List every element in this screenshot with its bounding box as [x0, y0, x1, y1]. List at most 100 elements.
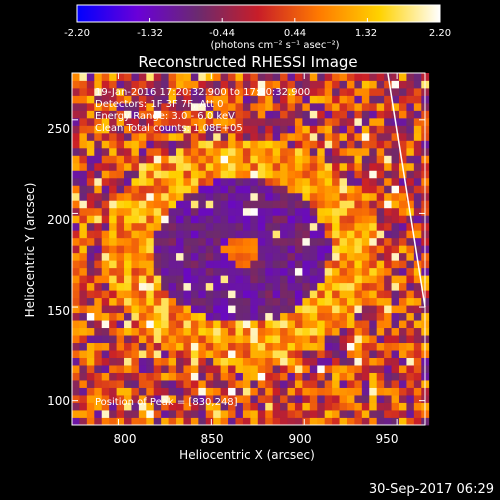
image-pixel	[220, 230, 229, 239]
image-pixel	[294, 170, 303, 179]
image-pixel	[198, 342, 207, 351]
image-pixel	[384, 215, 392, 224]
image-pixel	[72, 170, 80, 179]
image-pixel	[153, 207, 162, 216]
image-pixel	[272, 245, 281, 254]
image-pixel	[242, 192, 251, 201]
image-pixel	[369, 267, 378, 276]
image-pixel	[398, 275, 407, 284]
image-pixel	[250, 275, 259, 284]
image-pixel	[354, 365, 363, 373]
image-pixel	[124, 125, 132, 134]
image-pixel	[109, 320, 117, 329]
image-pixel	[213, 87, 222, 96]
image-pixel	[324, 410, 333, 418]
image-pixel	[220, 95, 229, 104]
image-pixel	[235, 327, 244, 336]
image-pixel	[138, 402, 147, 411]
image-pixel	[138, 132, 147, 141]
image-pixel	[346, 177, 355, 186]
image-pixel	[391, 252, 400, 261]
image-pixel	[324, 162, 333, 171]
image-pixel	[79, 327, 88, 336]
image-pixel	[294, 73, 303, 81]
image-pixel	[398, 260, 407, 269]
image-pixel	[94, 132, 103, 141]
image-pixel	[257, 312, 266, 321]
image-pixel	[257, 132, 266, 141]
image-pixel	[280, 357, 288, 366]
image-pixel	[272, 110, 281, 119]
image-pixel	[242, 282, 251, 291]
image-pixel	[250, 215, 259, 224]
image-pixel	[138, 260, 147, 269]
image-pixel	[324, 185, 333, 194]
image-pixel	[131, 222, 140, 231]
image-pixel	[79, 417, 88, 426]
image-pixel	[302, 73, 311, 81]
x-axis-label: Heliocentric X (arcsec)	[179, 448, 315, 462]
image-pixel	[72, 417, 80, 426]
image-pixel	[79, 73, 88, 81]
image-pixel	[280, 275, 288, 284]
image-pixel	[265, 192, 274, 201]
image-pixel	[250, 252, 259, 261]
image-pixel	[213, 162, 222, 171]
image-pixel	[153, 275, 162, 284]
image-pixel	[124, 402, 132, 411]
image-pixel	[384, 357, 392, 366]
image-pixel	[324, 305, 333, 314]
image-pixel	[272, 357, 281, 366]
image-pixel	[131, 402, 140, 411]
image-pixel	[131, 170, 140, 179]
image-pixel	[257, 350, 266, 358]
image-pixel	[294, 410, 303, 418]
image-pixel	[376, 282, 385, 291]
image-pixel	[413, 155, 422, 164]
image-pixel	[317, 162, 326, 171]
image-pixel	[398, 132, 407, 141]
image-pixel	[242, 290, 251, 299]
image-pixel	[391, 87, 400, 96]
image-pixel	[79, 305, 88, 314]
image-pixel	[124, 267, 132, 276]
image-pixel	[250, 297, 259, 306]
image-pixel	[101, 95, 110, 104]
image-pixel	[228, 350, 236, 358]
image-pixel	[235, 140, 244, 149]
image-pixel	[302, 125, 311, 134]
image-pixel	[398, 117, 407, 126]
image-pixel	[183, 380, 192, 388]
image-pixel	[250, 395, 259, 403]
image-pixel	[302, 282, 311, 291]
image-pixel	[287, 147, 296, 156]
image-pixel	[190, 147, 199, 156]
image-pixel	[94, 252, 103, 261]
image-pixel	[361, 140, 370, 149]
image-pixel	[198, 95, 207, 104]
image-pixel	[391, 305, 400, 314]
image-pixel	[124, 80, 132, 89]
image-pixel	[369, 200, 378, 209]
image-pixel	[317, 395, 326, 403]
image-pixel	[101, 102, 110, 111]
image-pixel	[168, 320, 177, 329]
image-pixel	[72, 132, 80, 141]
image-pixel	[101, 372, 110, 381]
image-pixel	[361, 177, 370, 186]
image-pixel	[109, 282, 117, 291]
image-pixel	[190, 267, 199, 276]
image-pixel	[398, 372, 407, 381]
image-pixel	[228, 102, 236, 111]
image-pixel	[265, 395, 274, 403]
image-pixel	[280, 342, 288, 351]
image-pixel	[339, 320, 348, 329]
image-pixel	[391, 410, 400, 418]
image-pixel	[354, 245, 363, 254]
image-pixel	[79, 342, 88, 351]
image-pixel	[354, 170, 363, 179]
image-pixel	[228, 147, 236, 156]
image-pixel	[413, 387, 422, 396]
image-pixel	[101, 170, 110, 179]
image-pixel	[168, 95, 177, 104]
